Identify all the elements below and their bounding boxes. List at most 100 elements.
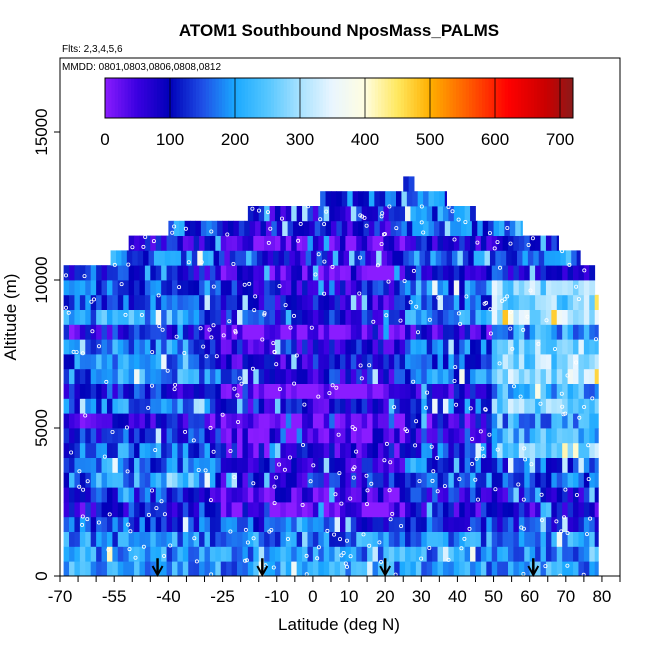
heatmap-cell xyxy=(220,516,227,532)
heatmap-cell xyxy=(556,516,563,532)
heatmap-cell xyxy=(540,472,547,488)
sample-point xyxy=(530,236,535,241)
heatmap-cell xyxy=(274,502,281,518)
heatmap-cell xyxy=(399,265,406,281)
heatmap-cell xyxy=(242,294,249,310)
sample-point xyxy=(521,327,526,332)
heatmap-cell xyxy=(320,191,326,207)
heatmap-cell xyxy=(573,368,579,384)
heatmap-cell xyxy=(508,368,514,384)
heatmap-cell xyxy=(540,280,547,296)
sample-point xyxy=(271,565,276,570)
heatmap-cell xyxy=(172,502,178,518)
colorbar-segment xyxy=(186,78,190,118)
sample-point xyxy=(487,230,492,235)
heatmap-cell xyxy=(85,398,92,414)
heatmap-cell xyxy=(188,442,195,458)
heatmap-cell xyxy=(237,398,243,414)
heatmap-cell xyxy=(242,546,249,562)
heatmap-cell xyxy=(442,309,449,325)
heatmap-cell xyxy=(293,220,299,236)
heatmap-cell xyxy=(545,339,552,355)
heatmap-cell xyxy=(461,220,467,236)
sample-point xyxy=(318,217,323,222)
heatmap-cell xyxy=(486,235,493,251)
heatmap-cell xyxy=(545,561,552,577)
heatmap-cell xyxy=(96,487,102,503)
heatmap-cell xyxy=(426,354,433,370)
heatmap-cell xyxy=(361,413,368,429)
heatmap-cell xyxy=(415,280,422,296)
colorbar-segment xyxy=(105,78,109,118)
heatmap-cell xyxy=(480,472,487,488)
heatmap-cell xyxy=(589,502,596,518)
heatmap-cell xyxy=(524,265,531,281)
heatmap-cell xyxy=(594,531,599,547)
heatmap-cell xyxy=(340,280,346,296)
sample-point xyxy=(594,337,599,342)
sample-point xyxy=(146,405,151,410)
heatmap-cell xyxy=(573,354,579,370)
heatmap-cell xyxy=(188,472,195,488)
heatmap-cell xyxy=(267,250,274,266)
heatmap-cell xyxy=(442,294,449,310)
heatmap-cell xyxy=(394,531,401,547)
heatmap-cell xyxy=(567,472,574,488)
heatmap-cell xyxy=(457,250,464,266)
heatmap-cell xyxy=(410,472,417,488)
heatmap-cell xyxy=(491,368,498,384)
heatmap-cell xyxy=(307,383,314,399)
heatmap-cell xyxy=(594,398,599,414)
heatmap-cell xyxy=(415,265,422,281)
heatmap-cell xyxy=(527,250,534,266)
heatmap-cell xyxy=(144,265,151,281)
heatmap-cell xyxy=(215,339,222,355)
heatmap-cell xyxy=(209,413,216,429)
heatmap-cell xyxy=(361,354,368,370)
sample-point xyxy=(162,554,167,559)
heatmap-cell xyxy=(399,428,406,444)
sample-point xyxy=(508,309,513,314)
heatmap-cell xyxy=(144,531,151,547)
heatmap-cell xyxy=(264,309,270,325)
heatmap-cell xyxy=(228,220,234,236)
heatmap-cell xyxy=(226,265,233,281)
heatmap-cell xyxy=(193,428,200,444)
heatmap-cell xyxy=(432,457,438,473)
heatmap-cell xyxy=(370,250,377,266)
colorbar-segment xyxy=(436,78,441,118)
heatmap-cell xyxy=(193,324,200,340)
heatmap-cell xyxy=(448,235,455,251)
heatmap-cell xyxy=(172,280,178,296)
heatmap-cell xyxy=(491,516,498,532)
sample-point xyxy=(352,465,357,470)
heatmap-cell xyxy=(264,428,270,444)
heatmap-cell xyxy=(134,531,140,547)
heatmap-cell xyxy=(524,457,531,473)
heatmap-cell xyxy=(85,309,92,325)
sample-point xyxy=(468,406,473,411)
heatmap-cell xyxy=(345,294,352,310)
heatmap-cell xyxy=(217,220,223,236)
heatmap-cell xyxy=(562,472,569,488)
heatmap-cell xyxy=(497,487,503,503)
heatmap-cell xyxy=(291,280,298,296)
heatmap-cell xyxy=(356,561,363,577)
heatmap-cell xyxy=(177,413,184,429)
sample-point xyxy=(500,298,505,303)
sample-point xyxy=(470,461,475,466)
heatmap-cell xyxy=(410,383,417,399)
heatmap-cell xyxy=(247,206,254,222)
colorbar-segment xyxy=(215,78,220,118)
heatmap-cell xyxy=(350,206,357,222)
heatmap-cell xyxy=(69,546,75,562)
heatmap-cell xyxy=(361,368,368,384)
x-tick-label: 40 xyxy=(448,587,467,606)
heatmap-cell xyxy=(556,413,563,429)
heatmap-cell xyxy=(498,220,505,236)
heatmap-cell xyxy=(410,354,417,370)
heatmap-cell xyxy=(74,324,81,340)
heatmap-cell xyxy=(172,324,178,340)
heatmap-cell xyxy=(199,413,205,429)
heatmap-cell xyxy=(524,472,531,488)
